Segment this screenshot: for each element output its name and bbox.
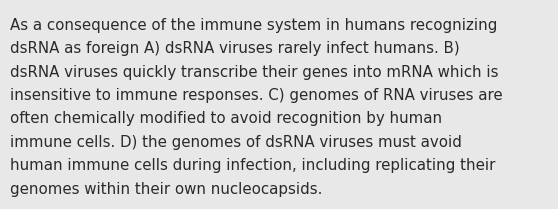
Text: insensitive to immune responses. C) genomes of RNA viruses are: insensitive to immune responses. C) geno… — [10, 88, 503, 103]
Text: human immune cells during infection, including replicating their: human immune cells during infection, inc… — [10, 158, 496, 173]
Text: genomes within their own nucleocapsids.: genomes within their own nucleocapsids. — [10, 182, 323, 197]
Text: immune cells. D) the genomes of dsRNA viruses must avoid: immune cells. D) the genomes of dsRNA vi… — [10, 135, 462, 150]
Text: often chemically modified to avoid recognition by human: often chemically modified to avoid recog… — [10, 111, 442, 126]
Text: As a consequence of the immune system in humans recognizing: As a consequence of the immune system in… — [10, 18, 497, 33]
Text: dsRNA viruses quickly transcribe their genes into mRNA which is: dsRNA viruses quickly transcribe their g… — [10, 65, 498, 80]
Text: dsRNA as foreign A) dsRNA viruses rarely infect humans. B): dsRNA as foreign A) dsRNA viruses rarely… — [10, 41, 460, 56]
